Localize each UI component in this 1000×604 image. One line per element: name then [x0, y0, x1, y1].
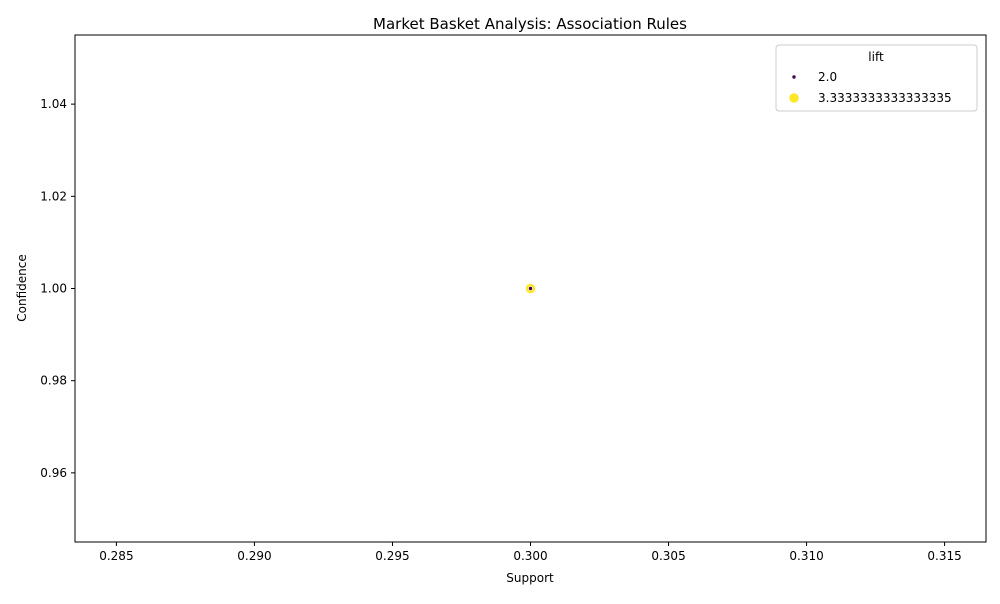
- x-tick-label: 0.315: [927, 549, 961, 563]
- x-tick-label: 0.300: [513, 549, 547, 563]
- data-point: [528, 286, 533, 291]
- x-tick-label: 0.305: [651, 549, 685, 563]
- x-tick-label: 0.285: [99, 549, 133, 563]
- legend-entries: 2.0 3.3333333333333335: [788, 70, 952, 105]
- x-tick-label: 0.310: [789, 549, 823, 563]
- y-axis: 0.96 0.98 1.00 1.02 1.04: [40, 97, 75, 480]
- y-tick-label: 0.96: [40, 466, 67, 480]
- legend: lift 2.0 3.3333333333333335: [775, 44, 978, 112]
- y-tick-label: 1.04: [40, 97, 67, 111]
- chart-title: Market Basket Analysis: Association Rule…: [373, 15, 687, 33]
- legend-marker: [791, 74, 797, 80]
- x-axis-label: Support: [506, 571, 554, 585]
- x-tick-label: 0.290: [237, 549, 271, 563]
- plot-area: 0.285 0.290 0.295 0.300 0.305 0.310 0.315 0.96…: [40, 34, 987, 563]
- legend-frame: [775, 44, 978, 112]
- y-tick-label: 1.02: [40, 189, 67, 203]
- legend-label: 3.3333333333333335: [818, 91, 952, 105]
- x-axis: 0.285 0.290 0.295 0.300 0.305 0.310 0.315: [99, 542, 962, 563]
- legend-label: 2.0: [818, 70, 837, 84]
- data-points: [525, 283, 536, 294]
- y-tick-label: 0.98: [40, 374, 67, 388]
- y-tick-label: 1.00: [40, 282, 67, 296]
- x-tick-label: 0.295: [375, 549, 409, 563]
- legend-title: lift: [868, 50, 884, 64]
- legend-marker: [788, 92, 800, 104]
- y-axis-label: Confidence: [15, 254, 29, 321]
